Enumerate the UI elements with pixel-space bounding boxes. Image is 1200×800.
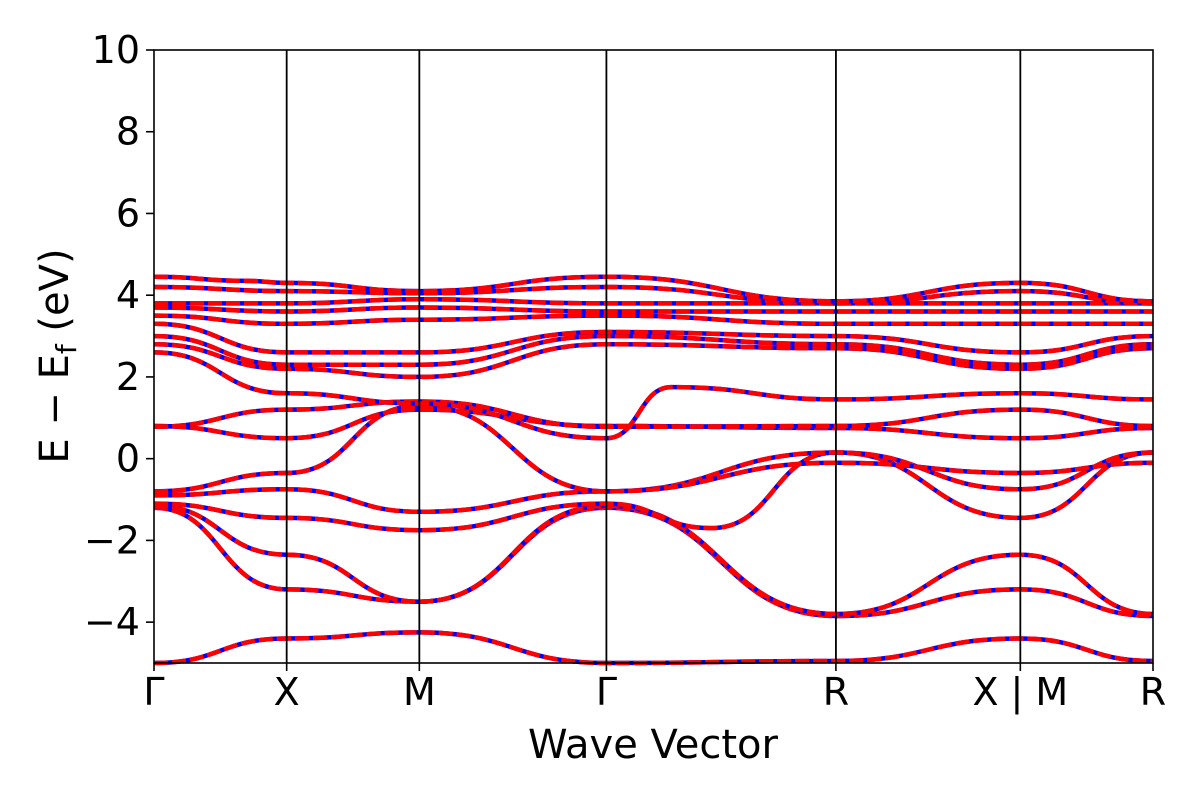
band-line-2: [153, 503, 1154, 617]
y-tick-label: −4: [84, 600, 140, 644]
band-line-dashed-16: [153, 274, 1154, 304]
band-line-dashed-4: [153, 450, 1154, 515]
band-line-dashed-14: [154, 297, 1153, 306]
band-line-dashed-1: [153, 505, 1154, 619]
band-line-4: [153, 450, 1154, 515]
band-line-dashed-12: [153, 313, 1153, 327]
x-axis-ticks: Γ X M Γ R X | M R: [143, 663, 1166, 715]
y-tick-label: 0: [116, 437, 140, 481]
band-line-dashed-13: [153, 305, 1153, 314]
band-line-dashed-8: [153, 350, 1154, 441]
y-tick-label: 8: [116, 110, 140, 154]
x-tick-label: Γ: [143, 670, 164, 714]
band-line-dashed-9: [153, 341, 1154, 380]
band-line-9: [153, 341, 1154, 380]
y-tick-label: 4: [116, 273, 140, 317]
bands-layer: [153, 274, 1154, 666]
band-line-1: [153, 505, 1154, 619]
band-line-7: [153, 399, 1154, 430]
band-line-dashed-0: [153, 630, 1154, 666]
band-line-dashed-2: [153, 503, 1154, 617]
y-axis-ticks: −4 −2 0 2 4 6 8 10: [84, 28, 154, 644]
y-tick-label: 10: [92, 28, 140, 72]
x-axis-title: Wave Vector: [528, 722, 779, 768]
y-axis-title-main: E − E: [32, 354, 78, 464]
y-axis-title-subscript: f: [50, 343, 83, 354]
band-line-dashed-7: [153, 399, 1154, 430]
band-line-dashed-5: [153, 403, 1154, 494]
y-tick-label: 6: [116, 191, 140, 235]
y-axis-title-unit: (eV): [32, 248, 78, 344]
band-line-dashed-15: [153, 284, 1154, 306]
x-tick-label: X: [274, 670, 300, 714]
x-tick-label: R: [823, 670, 849, 714]
x-tick-label: Γ: [596, 670, 617, 714]
x-tick-label: M: [403, 670, 436, 714]
y-tick-label: −2: [84, 518, 140, 562]
plot-frame: [153, 49, 1154, 664]
band-line-dashed-3: [153, 450, 1154, 533]
x-tick-label: R: [1140, 670, 1166, 714]
band-line-dashed-6: [153, 407, 1154, 441]
y-axis-title: E − Ef (eV): [32, 248, 83, 463]
kpoint-lines: [285, 50, 1022, 663]
y-tick-label: 2: [116, 355, 140, 399]
band-line-5: [153, 403, 1154, 494]
x-tick-label: X | M: [972, 670, 1068, 715]
